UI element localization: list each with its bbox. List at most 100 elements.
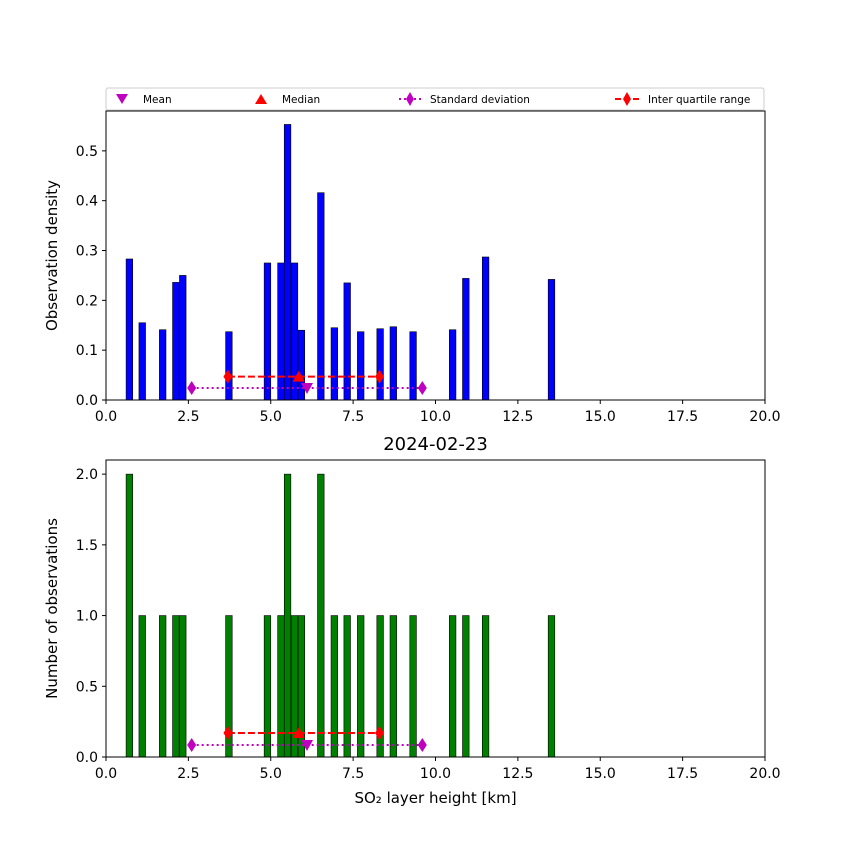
median-marker <box>292 726 305 738</box>
bar <box>330 615 338 758</box>
iqr-diamond-marker <box>374 369 384 384</box>
bar <box>481 256 490 401</box>
x-tick-label: 20.0 <box>749 766 780 782</box>
legend-label-standard-deviation: Standard deviation <box>430 94 530 106</box>
y-tick-label: 2.0 <box>76 467 98 483</box>
iqr-diamond-icon <box>623 92 631 106</box>
bar <box>159 615 167 758</box>
x-tick-label: 10.0 <box>420 766 451 782</box>
y-tick-label: 1.5 <box>76 538 98 554</box>
std-diamond-marker <box>187 737 197 752</box>
bar <box>449 329 457 401</box>
count-x-ticks: 0.0 2.5 5.0 7.5 10.0 12.5 15.0 17.5 20.0 <box>95 757 781 782</box>
bar <box>409 331 417 401</box>
density-chart: 0.0 2.5 5.0 7.5 10.0 12.5 15.0 17.5 20.0 0.00.10… <box>43 110 781 425</box>
bar <box>283 124 292 401</box>
legend-frame <box>105 87 765 111</box>
y-tick-label: 0.5 <box>76 679 98 695</box>
density-y-ticks: 0.0 0.1 0.2 0.3 0.4 0.5 <box>76 144 106 409</box>
bar <box>283 473 292 758</box>
y-tick-label: 1.0 <box>76 609 98 625</box>
median-marker <box>292 370 305 382</box>
mean-marker-icon <box>116 94 128 104</box>
x-tick-label: 10.0 <box>420 409 451 425</box>
x-tick-label: 12.5 <box>502 409 533 425</box>
bar <box>277 615 285 758</box>
bar <box>462 278 470 401</box>
bar <box>172 282 180 401</box>
y-tick-label: 0.3 <box>76 244 98 260</box>
x-tick-label: 2.5 <box>177 409 199 425</box>
bar <box>172 615 180 758</box>
count-chart-title: 2024-02-23 <box>383 434 488 455</box>
bar <box>462 615 470 758</box>
iqr-diamond-marker <box>223 369 233 384</box>
y-tick-label: 0.0 <box>76 750 98 766</box>
mean-marker <box>300 383 313 395</box>
std-diamond-marker <box>417 737 427 752</box>
std-diamond-marker <box>417 381 427 396</box>
bar <box>376 328 384 401</box>
x-tick-label: 15.0 <box>585 766 616 782</box>
y-tick-label: 0.2 <box>76 293 98 309</box>
bar <box>547 615 556 758</box>
x-tick-label: 7.5 <box>342 409 364 425</box>
bar <box>138 615 146 758</box>
count-y-ticks: 0.0 0.5 1.0 1.5 2.0 <box>76 467 106 766</box>
bar <box>343 282 351 401</box>
median-marker-icon <box>255 94 267 104</box>
x-tick-label: 17.5 <box>667 409 698 425</box>
bar <box>179 615 187 758</box>
count-x-axis-label: SO₂ layer height [km] <box>354 789 516 807</box>
x-tick-label: 12.5 <box>502 766 533 782</box>
x-tick-label: 5.0 <box>260 409 282 425</box>
iqr-diamond-marker <box>223 725 233 740</box>
density-bars <box>125 124 556 401</box>
count-chart: 2024-02-23 0.0 2.5 5.0 7.5 10.0 12.5 15.0 17.5 2… <box>43 434 781 807</box>
bar <box>449 615 457 758</box>
bar <box>263 615 272 758</box>
iqr-diamond-marker <box>374 725 384 740</box>
bar <box>138 322 146 401</box>
bar <box>179 275 187 401</box>
legend-label-inter-quartile-range: Inter quartile range <box>648 94 750 106</box>
legend-item-mean: Mean <box>116 94 172 106</box>
x-tick-label: 0.0 <box>95 766 117 782</box>
density-stats <box>187 369 427 396</box>
bar <box>277 262 285 401</box>
count-stats <box>187 725 427 752</box>
density-y-axis-label: Observation density <box>43 180 61 331</box>
legend: Mean Median Standard deviation Inter qua… <box>105 87 765 111</box>
std-diamond-icon <box>406 92 414 106</box>
x-tick-label: 20.0 <box>749 409 780 425</box>
count-bars <box>125 473 556 758</box>
count-plot-frame <box>105 459 766 758</box>
bar <box>125 473 133 758</box>
bar <box>159 329 167 401</box>
bar <box>409 615 417 758</box>
x-tick-label: 17.5 <box>667 766 698 782</box>
x-tick-label: 15.0 <box>585 409 616 425</box>
bar <box>547 279 556 401</box>
x-tick-label: 7.5 <box>342 766 364 782</box>
bar <box>317 473 325 758</box>
bar <box>343 615 351 758</box>
legend-label-mean: Mean <box>143 94 172 106</box>
mean-marker <box>300 739 313 751</box>
bar <box>263 262 272 401</box>
legend-item-median: Median <box>255 94 320 106</box>
y-tick-label: 0.4 <box>76 194 98 210</box>
std-diamond-marker <box>187 381 197 396</box>
legend-label-median: Median <box>282 94 320 106</box>
y-tick-label: 0.0 <box>76 393 98 409</box>
y-tick-label: 0.1 <box>76 343 98 359</box>
bar <box>225 331 233 401</box>
bar <box>357 615 365 758</box>
bar <box>389 615 397 758</box>
x-tick-label: 5.0 <box>260 766 282 782</box>
bar <box>297 329 305 401</box>
x-tick-label: 2.5 <box>177 766 199 782</box>
legend-item-standard-deviation: Standard deviation <box>399 92 530 106</box>
density-x-ticks: 0.0 2.5 5.0 7.5 10.0 12.5 15.0 17.5 20.0 <box>95 400 781 425</box>
